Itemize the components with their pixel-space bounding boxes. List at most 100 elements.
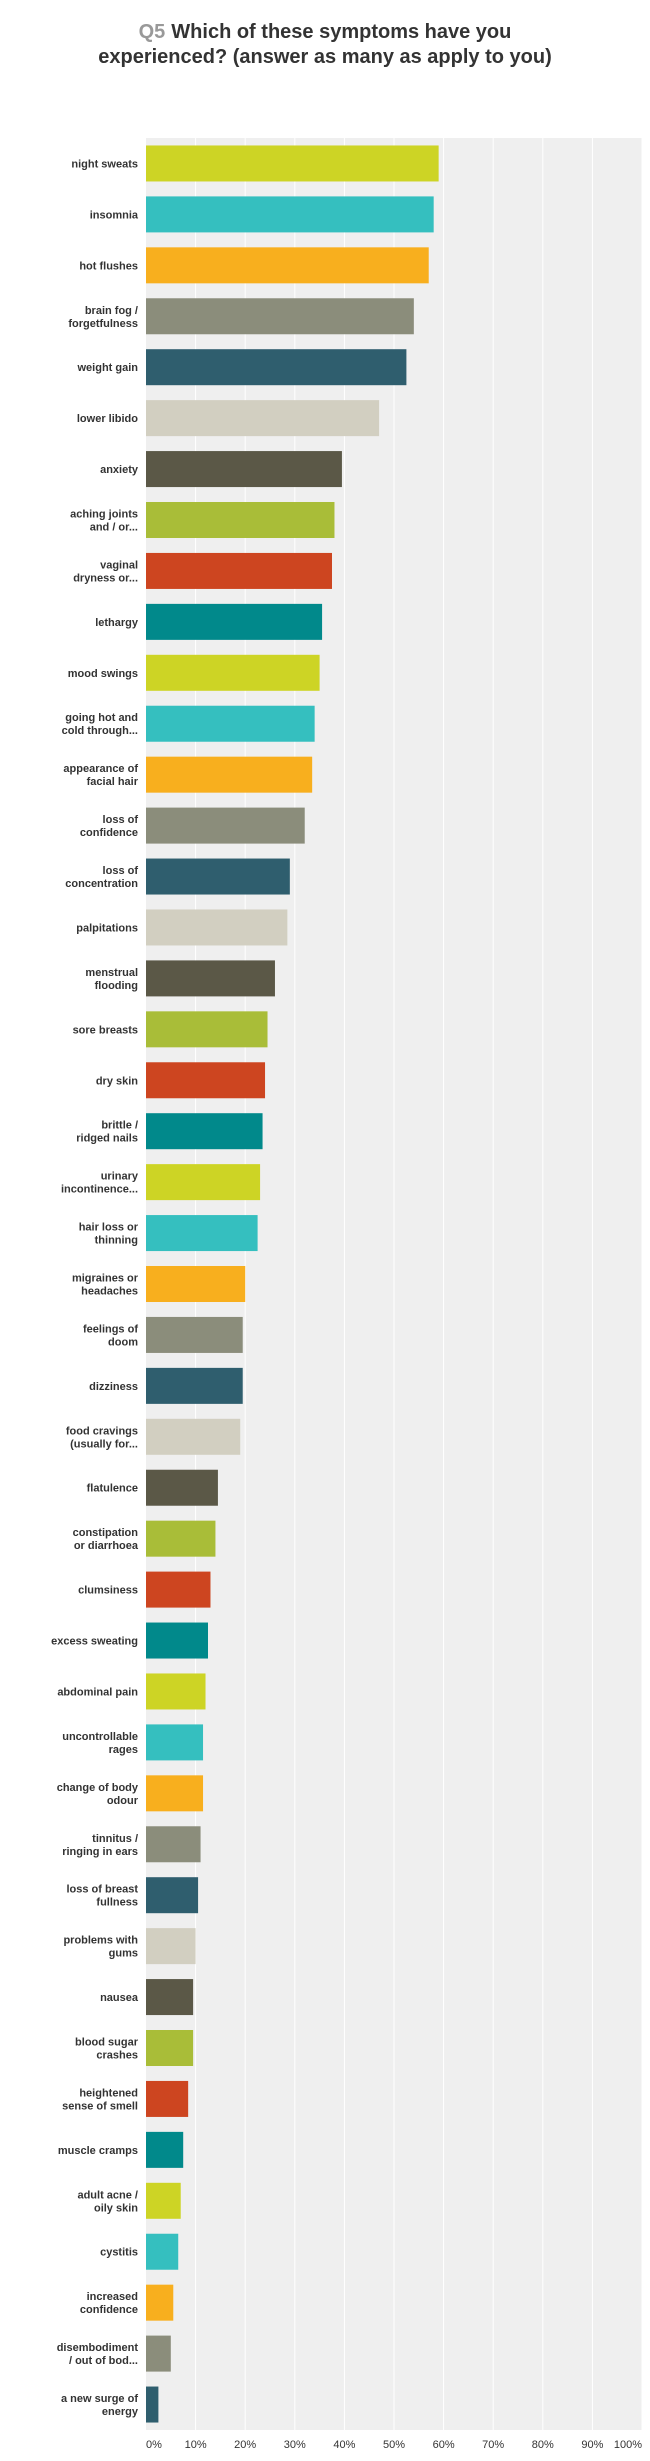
question-number: Q5 [138,21,166,43]
category-label: feelings of doom [83,1323,138,1348]
category-label-line: cold through... [62,725,138,737]
category-label: migraines or headaches [72,1273,139,1298]
category-label-line: crashes [96,2050,138,2062]
bar [146,1113,263,1150]
category-label: lower libido [77,413,138,425]
bar [146,145,439,182]
category-label-line: nausea [100,1992,139,2004]
bar [146,858,290,895]
category-label: brain fog / forgetfulness [68,305,138,330]
category-label-line: hair loss or [79,1222,139,1234]
category-label: urinary incontinence... [61,1171,139,1196]
bar [146,1469,218,1506]
category-label-line: abdominal pain [57,1686,138,1698]
category-label-line: a new surge of [61,2393,138,2405]
category-label: increased confidence [80,2291,138,2316]
bar [146,2080,189,2117]
category-label: palpitations [76,922,138,934]
category-label-line: urinary [101,1171,139,1183]
bar [146,1062,266,1099]
bar [146,2233,179,2270]
category-label: uncontrollable rages [62,1731,138,1756]
category-label: mood swings [68,668,138,680]
category-label: muscle cramps [58,2145,138,2157]
x-tick-label: 20% [234,2439,256,2451]
category-label-line: loss of breast [66,1884,138,1896]
category-label-line: night sweats [71,158,138,170]
bar [146,909,288,946]
x-tick-label: 10% [185,2439,207,2451]
category-label-line: tinnitus / [92,1833,138,1845]
category-label-line: headaches [81,1286,138,1298]
category-label-line: clumsiness [78,1585,138,1597]
category-label-line: thinning [95,1235,138,1247]
category-label-line: odour [107,1795,139,1807]
category-label-line: aching joints [70,509,138,521]
bar [146,1266,246,1302]
x-tick-label: 100% [614,2439,642,2451]
category-label-line: dizziness [89,1381,138,1393]
x-tick-label: 80% [532,2439,554,2451]
category-label-line: anxiety [100,464,139,476]
category-label: lethargy [95,617,139,629]
category-label: abdominal pain [57,1686,138,1698]
category-label-line: sore breasts [73,1024,138,1036]
bar [146,1928,196,1965]
category-label-line: loss of [103,865,139,877]
category-label-line: uncontrollable [62,1731,138,1743]
category-label: excess sweating [51,1636,138,1648]
category-label-line: muscle cramps [58,2145,138,2157]
category-label: weight gain [77,362,139,374]
category-label-line: brittle / [101,1120,138,1132]
category-label-line: concentration [65,878,138,890]
category-label-line: mood swings [68,668,138,680]
category-label-line: sense of smell [62,2100,138,2112]
category-label-line: confidence [80,2304,138,2316]
x-tick-label: 70% [482,2439,504,2451]
category-label: clumsiness [78,1585,138,1597]
category-label-line: menstrual [85,967,138,979]
bar [146,2386,159,2423]
bar [146,298,414,335]
category-label-line: brain fog / [85,305,138,317]
category-label-line: palpitations [76,922,138,934]
bar [146,247,429,284]
category-label-line: dry skin [96,1075,138,1087]
category-label: heightened sense of smell [62,2087,138,2112]
category-label: aching joints and / or... [70,509,138,534]
category-label: tinnitus / ringing in ears [62,1833,138,1858]
category-label-line: appearance of [63,763,138,775]
bar [146,400,380,437]
bar [146,502,335,538]
category-label-line: cystitis [100,2247,138,2259]
bar [146,1164,261,1201]
bar [146,1673,206,1710]
category-label-line: insomnia [90,209,139,221]
bar [146,960,275,997]
category-label-line: / out of bod... [69,2355,138,2367]
category-label-line: ringing in ears [62,1846,138,1858]
category-label-line: disembodiment [57,2342,139,2354]
category-label-line: food cravings [66,1425,138,1437]
category-label-line: lower libido [77,413,138,425]
category-label: night sweats [71,158,138,170]
x-tick-label: 90% [581,2439,603,2451]
category-label-line: rages [109,1744,138,1756]
bar [146,603,323,640]
category-label: cystitis [100,2247,138,2259]
category-label-line: confidence [80,827,138,839]
category-label-line: constipation [73,1527,139,1539]
bar [146,1724,204,1761]
bar [146,552,332,589]
category-label: appearance of facial hair [63,763,138,788]
category-label-line: facial hair [87,776,139,788]
category-label: vaginal dryness or... [73,559,138,584]
category-label-line: doom [108,1336,138,1348]
category-label: anxiety [100,464,139,476]
category-label: dizziness [89,1381,138,1393]
bar [146,1418,241,1455]
bar [146,349,407,386]
category-label: flatulence [87,1483,138,1495]
bar [146,1571,211,1608]
